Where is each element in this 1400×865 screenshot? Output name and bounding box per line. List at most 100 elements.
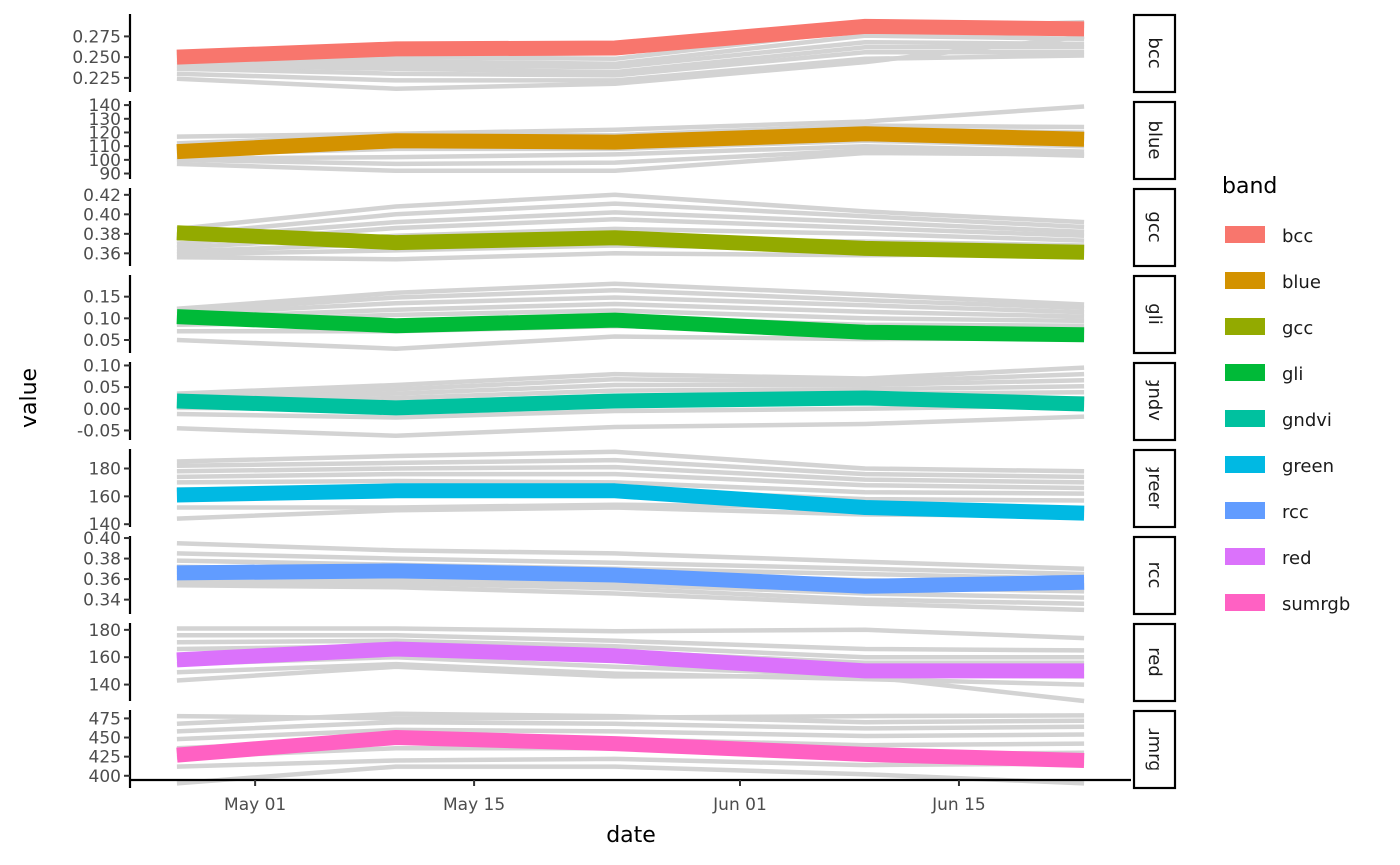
background-series-line	[176, 449, 1085, 474]
background-series-line	[176, 377, 1085, 401]
y-tick-label: 0.36	[83, 244, 121, 264]
legend-key	[1225, 318, 1265, 335]
strip-box	[1132, 187, 1177, 268]
y-tick-label: 0.38	[83, 550, 121, 570]
legend-key	[1225, 548, 1265, 565]
legend: band bcc blue gcc gli gndvi green rcc red sumrgb	[1222, 174, 1350, 615]
y-tick-label: -0.05	[77, 421, 121, 441]
background-series-line	[176, 471, 1085, 491]
y-tick-label: 400	[89, 767, 121, 787]
x-tick-label: May 01	[224, 795, 286, 815]
background-series-line	[176, 371, 1085, 399]
strip-box	[1132, 13, 1177, 94]
background-series-line	[176, 53, 1085, 83]
y-tick-label: 0.42	[83, 186, 121, 206]
x-tick-label: Jun 01	[712, 795, 767, 815]
strip-box	[1132, 622, 1177, 703]
legend-item-sumrgb: sumrgb	[1225, 594, 1350, 615]
background-series-line	[176, 711, 1085, 727]
background-series-line	[176, 727, 1085, 742]
background-series-line	[176, 34, 1085, 91]
strip-label: red	[1144, 647, 1165, 677]
y-tick-label: 0.34	[83, 591, 121, 611]
legend-item-rcc: rcc	[1225, 502, 1309, 523]
y-tick-label: 160	[89, 648, 121, 668]
series-line-blue	[176, 126, 1085, 160]
legend-key	[1225, 502, 1265, 519]
y-tick-label: 0.250	[72, 48, 121, 68]
x-tick-label: Jun 15	[931, 795, 986, 815]
y-axis-title: value	[17, 368, 42, 428]
panel-red: 140 160 180 red	[89, 621, 1177, 704]
background-series-line	[176, 192, 1085, 232]
strip-label: rcc	[1144, 562, 1165, 589]
y-tick-label: 0.225	[72, 69, 121, 89]
y-tick-label: 475	[89, 709, 121, 729]
legend-key	[1225, 364, 1265, 381]
series-line-sumrgb	[176, 730, 1085, 768]
legend-item-gcc: gcc	[1225, 318, 1313, 339]
facet-strip-rcc: rcc	[1132, 535, 1177, 616]
background-series-line	[176, 551, 1085, 577]
legend-label: gcc	[1282, 318, 1313, 339]
strip-box	[1132, 709, 1177, 790]
strip-box	[1132, 361, 1177, 442]
background-series-line	[176, 540, 1085, 572]
y-tick-label: 0.05	[83, 331, 121, 351]
legend-title: band	[1222, 174, 1277, 199]
series-line-gli	[176, 309, 1085, 343]
background-series-line	[176, 579, 1085, 606]
y-tick-label: 100	[89, 151, 121, 171]
legend-label: sumrgb	[1282, 594, 1350, 615]
background-series-line	[176, 295, 1085, 317]
y-tick-label: 0.275	[72, 27, 121, 47]
x-axis: May 01 May 15 Jun 01 Jun 15	[130, 778, 1131, 815]
background-series-line	[176, 281, 1085, 312]
strip-label: bcc	[1144, 37, 1165, 68]
facet-strip-green: green	[1132, 448, 1177, 529]
legend-label: green	[1282, 456, 1334, 477]
background-series-line	[176, 143, 1085, 161]
y-tick-label: 0.10	[83, 356, 121, 376]
background-series-line	[176, 638, 1085, 660]
legend-label: gndvi	[1282, 410, 1332, 431]
panel-gndvi: -0.050.000.050.10 gndvi	[77, 356, 1177, 442]
background-series-line	[176, 201, 1085, 238]
legend-item-green: green	[1225, 456, 1334, 477]
legend-item-blue: blue	[1225, 272, 1321, 293]
background-series-line	[176, 150, 1085, 174]
y-tick-label: 0.00	[83, 400, 121, 420]
legend-label: gli	[1282, 364, 1303, 385]
strip-label: gndvi	[1144, 376, 1165, 426]
facet-strip-blue: blue	[1132, 100, 1177, 181]
background-series-line	[176, 44, 1085, 75]
x-axis-title: date	[606, 823, 656, 848]
facet-strip-red: red	[1132, 622, 1177, 703]
legend-item-gli: gli	[1225, 364, 1303, 385]
y-tick-label: 90	[99, 165, 121, 185]
y-tick-label: 425	[89, 748, 121, 768]
legend-item-bcc: bcc	[1225, 226, 1313, 247]
series-line-red	[176, 641, 1085, 679]
legend-key	[1225, 410, 1265, 427]
panel-rcc: 0.340.360.380.40 rcc	[83, 529, 1177, 616]
y-tick-label: 120	[89, 123, 121, 143]
series-line-green	[176, 483, 1085, 521]
y-tick-label: 0.40	[83, 205, 121, 225]
panel-gcc: 0.360.380.400.42 gcc	[83, 186, 1177, 268]
y-tick-label: 140	[89, 676, 121, 696]
y-tick-label: 0.05	[83, 378, 121, 398]
strip-box	[1132, 448, 1177, 529]
background-series-line	[176, 464, 1085, 485]
y-tick-label: 0.10	[83, 309, 121, 329]
background-series-line	[176, 287, 1085, 314]
background-series-line	[176, 33, 1085, 67]
y-tick-label: 0.15	[83, 288, 121, 308]
strip-label: gli	[1144, 303, 1165, 324]
strip-box	[1132, 535, 1177, 616]
y-tick-label: 110	[89, 137, 121, 157]
